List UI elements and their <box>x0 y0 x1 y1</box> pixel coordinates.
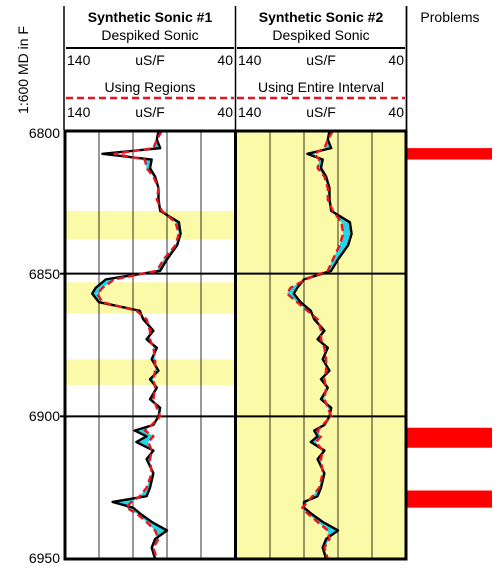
track-2-curve2-max: 40 <box>388 104 404 120</box>
depth-tick-label: 6950 <box>29 550 60 566</box>
track-2-curve2-min: 140 <box>238 104 262 120</box>
track-1-title: Synthetic Sonic #1 <box>88 9 213 25</box>
track-1-curve2-min: 140 <box>67 104 91 120</box>
track-1-curve1-unit: uS/F <box>135 52 165 68</box>
track-1-curve2-name: Using Regions <box>104 79 195 95</box>
track-1-header: Synthetic Sonic #1 Despiked Sonic 140 uS… <box>66 9 234 120</box>
difference-fill <box>341 222 352 234</box>
region-highlight <box>65 282 235 314</box>
track-2-curve1-min: 140 <box>238 52 262 68</box>
difference-fill <box>290 279 306 288</box>
depth-axis-label: 1:600 MD in F <box>15 26 31 114</box>
track-2-curve1-unit: uS/F <box>306 52 336 68</box>
track-1-curve2-max: 40 <box>217 104 233 120</box>
synthetic-sonic-curve <box>285 130 345 560</box>
depth-tick-label: 6850 <box>29 266 60 282</box>
depth-tick-label: 6900 <box>29 408 60 424</box>
despiked-sonic-curve <box>292 130 353 560</box>
track-2-curve2-unit: uS/F <box>306 104 336 120</box>
track-frames <box>63 6 408 561</box>
track-2-title: Synthetic Sonic #2 <box>259 9 384 25</box>
region-highlight <box>236 131 406 559</box>
track-1-curve1-name: Despiked Sonic <box>101 27 198 43</box>
track-2-curve1-max: 40 <box>388 52 404 68</box>
difference-fill <box>287 287 298 294</box>
track-2-curve2-name: Using Entire Interval <box>258 79 384 95</box>
track-1-curve2-unit: uS/F <box>135 104 165 120</box>
region-highlights <box>65 131 406 559</box>
track-1-curve1-max: 40 <box>217 52 233 68</box>
problem-marker <box>407 148 492 160</box>
depth-tick-label: 6800 <box>29 125 60 141</box>
track-2-curve1-name: Despiked Sonic <box>272 27 369 43</box>
synthetic-sonic-curve <box>96 130 181 560</box>
problem-marker <box>407 490 492 508</box>
track-2-header: Synthetic Sonic #2 Despiked Sonic 140 uS… <box>237 9 405 120</box>
track-1-curve1-min: 140 <box>67 52 91 68</box>
problem-markers <box>407 148 492 508</box>
problems-title: Problems <box>420 9 479 25</box>
log-curves <box>90 130 353 560</box>
region-highlight <box>65 210 235 240</box>
problem-marker <box>407 427 492 448</box>
